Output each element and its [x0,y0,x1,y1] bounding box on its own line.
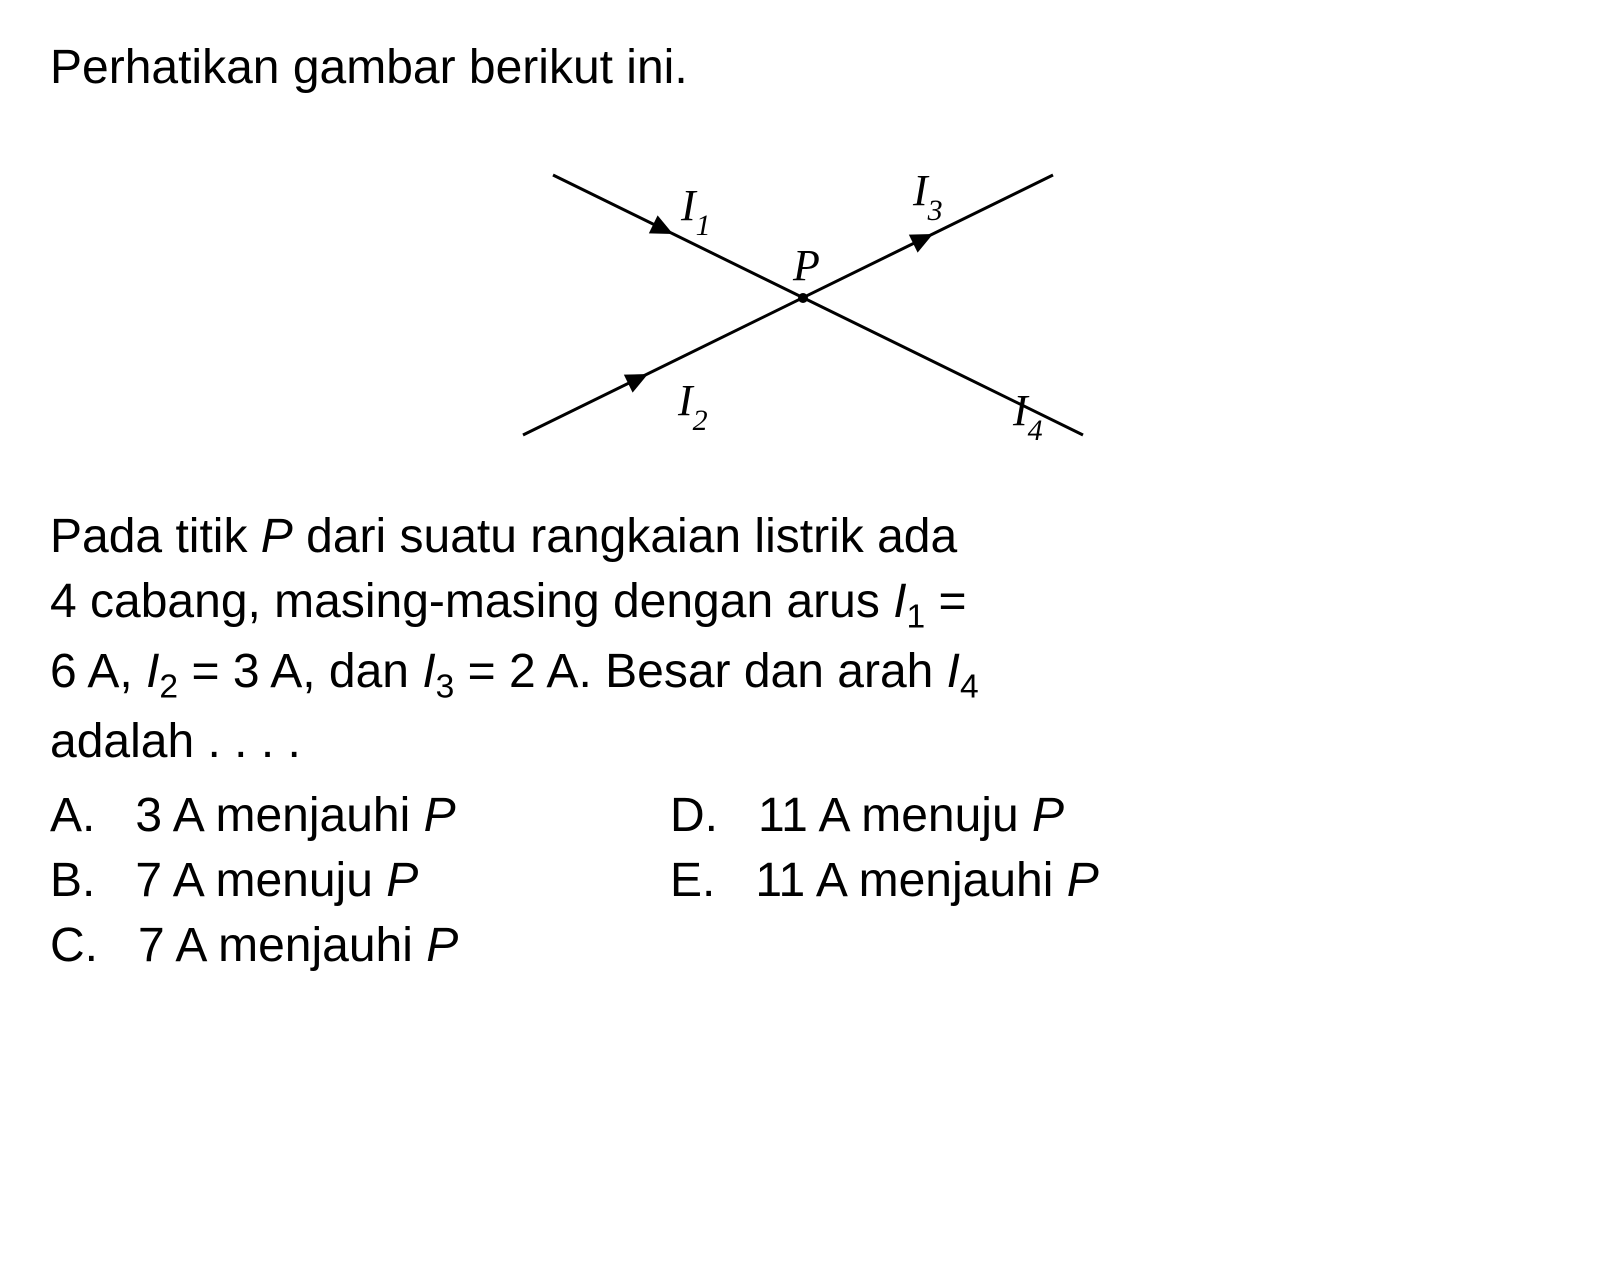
option-d: D. 11 A menuju P [670,784,1556,849]
label-i3: I3 [912,166,943,227]
line-i1-i4 [553,175,1083,435]
option-b: B. 7 A menuju P [50,849,670,914]
arrow-i2 [624,365,653,393]
option-c: C. 7 A menjauhi P [50,914,670,979]
answer-options: A. 3 A menjauhi P D. 11 A menuju P B. 7 … [50,784,1556,978]
label-i4: I4 [1012,386,1043,447]
line-i2-i3 [523,175,1053,435]
crossing-lines-diagram: P I1 I2 I3 I4 [453,125,1153,475]
label-i1: I1 [680,181,711,242]
label-i2: I2 [677,376,708,437]
point-p [798,293,808,303]
problem-statement: Pada titik P dari suatu rangkaian listri… [50,505,1556,774]
diagram-container: P I1 I2 I3 I4 [50,125,1556,475]
arrow-i1 [649,215,678,243]
arrow-i3 [909,225,938,253]
option-e: E. 11 A menjauhi P [670,849,1556,914]
instruction-text: Perhatikan gambar berikut ini. [50,40,1556,95]
option-a: A. 3 A menjauhi P [50,784,670,849]
label-p: P [792,241,820,290]
